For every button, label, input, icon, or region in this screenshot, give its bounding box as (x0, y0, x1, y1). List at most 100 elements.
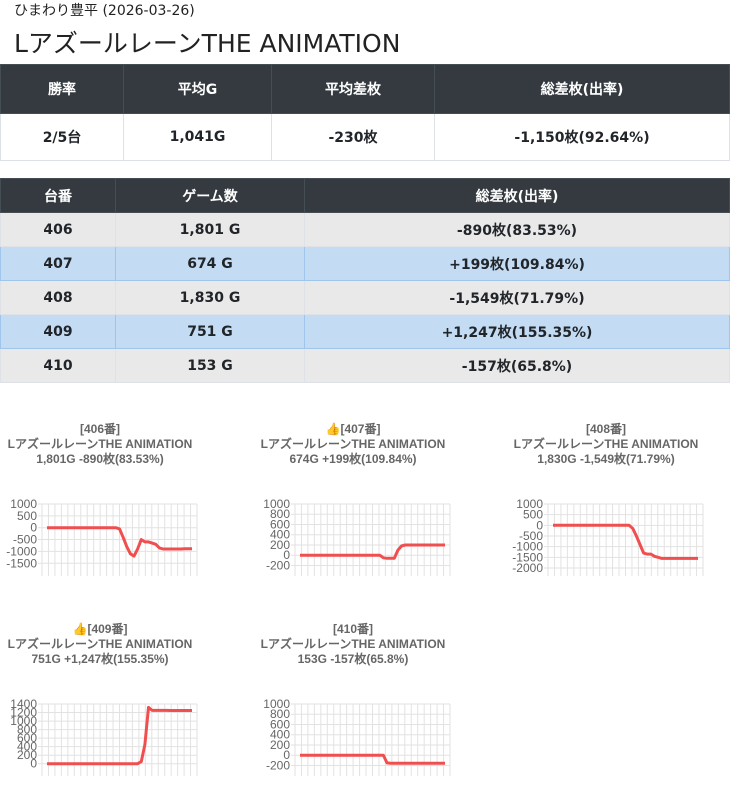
machine-table: 台番 ゲーム数 総差枚(出率) 406 1,801 G -890枚(83.53%… (0, 178, 730, 383)
summary-header-avg-games: 平均G (123, 64, 272, 114)
y-tick-label: 0 (283, 548, 290, 562)
summary-total-diff: -1,150枚(92.64%) (434, 113, 730, 161)
machine-games: 674 G (115, 246, 305, 281)
machine-diff: +1,247枚(155.35%) (304, 314, 730, 349)
series-line (300, 543, 445, 560)
chart-title-line: LアズールレーンTHE ANIMATION (8, 436, 193, 451)
table-row: 406 1,801 G -890枚(83.53%) (0, 212, 730, 247)
machine-games: 1,830 G (115, 280, 305, 315)
machine-number: 406 (0, 212, 116, 247)
y-tick-label: -1000 (6, 544, 37, 558)
chart-title-line: [410番] (333, 621, 373, 636)
chart-title-line: LアズールレーンTHE ANIMATION (514, 436, 699, 451)
summary-avg-games: 1,041G (123, 113, 272, 161)
chart-title-line: [408番] (586, 421, 626, 436)
chart-title-line: LアズールレーンTHE ANIMATION (261, 636, 446, 651)
series-line (47, 526, 192, 558)
series-line (300, 753, 445, 765)
table-row: 410 153 G -157枚(65.8%) (0, 348, 730, 383)
chart-title-line: 153G -157枚(65.8%) (298, 651, 409, 666)
summary-table: 勝率 平均G 平均差枚 総差枚(出率) 2/5台 1,041G -230枚 -1… (0, 64, 730, 161)
y-tick-label: 0 (283, 748, 290, 762)
y-tick-label: 400 (270, 728, 290, 742)
chart-title-line: 1,830G -1,549枚(71.79%) (537, 451, 674, 466)
machine-diff: -157枚(65.8%) (304, 348, 730, 383)
chart-title-line: LアズールレーンTHE ANIMATION (261, 436, 446, 451)
chart-title-line: 674G +199枚(109.84%) (289, 451, 416, 466)
y-tick-label: 800 (270, 707, 290, 721)
chart-card-408: [408番] LアズールレーンTHE ANIMATION 1,830G -1,549… (506, 398, 706, 598)
page-subtitle: ひまわり豊平 (2026-03-26) (14, 3, 195, 19)
y-tick-label: -1500 (512, 550, 543, 564)
series-line (47, 705, 192, 766)
machine-header-number: 台番 (0, 178, 116, 213)
y-tick-label: 0 (536, 518, 543, 532)
chart-card-406: [406番] LアズールレーンTHE ANIMATION 1,801G -890枚(… (0, 398, 200, 598)
machine-diff: +199枚(109.84%) (304, 246, 730, 281)
chart-title-line: 👍[409番] (73, 621, 128, 636)
machine-number: 407 (0, 246, 116, 281)
machine-header-diff: 総差枚(出率) (304, 178, 730, 213)
y-tick-label: 0 (30, 757, 37, 771)
y-tick-label: 600 (270, 717, 290, 731)
y-tick-label: 1400 (10, 697, 37, 711)
chart-title-line: LアズールレーンTHE ANIMATION (8, 636, 193, 651)
summary-win-rate: 2/5台 (0, 113, 124, 161)
machine-diff: -1,549枚(71.79%) (304, 280, 730, 315)
y-tick-label: 600 (270, 517, 290, 531)
y-tick-label: -200 (266, 758, 290, 772)
y-tick-label: -200 (266, 558, 290, 572)
series-line (553, 523, 698, 560)
chart-card-410: [410番] LアズールレーンTHE ANIMATION 153G -157枚(65… (253, 598, 453, 798)
y-tick-label: 1000 (263, 697, 290, 711)
machine-number: 409 (0, 314, 116, 349)
table-row: 408 1,830 G -1,549枚(71.79%) (0, 280, 730, 315)
summary-header-total-diff: 総差枚(出率) (434, 64, 730, 114)
y-tick-label: 600 (17, 731, 37, 745)
y-tick-label: -500 (13, 533, 37, 547)
y-tick-label: 400 (270, 528, 290, 542)
y-tick-label: 800 (17, 723, 37, 737)
y-tick-label: 1000 (516, 497, 543, 511)
chart-title-line: [406番] (80, 421, 120, 436)
chart-title-line: 751G +1,247枚(155.35%) (31, 651, 168, 666)
machine-number: 410 (0, 348, 116, 383)
table-row: 409 751 G +1,247枚(155.35%) (0, 314, 730, 349)
y-tick-label: 1000 (10, 714, 37, 728)
table-row: 407 674 G +199枚(109.84%) (0, 246, 730, 281)
summary-header-win-rate: 勝率 (0, 64, 124, 114)
y-tick-label: 0 (30, 521, 37, 535)
y-tick-label: 200 (17, 748, 37, 762)
y-tick-label: 200 (270, 738, 290, 752)
y-tick-label: -1000 (512, 540, 543, 554)
machine-diff: -890枚(83.53%) (304, 212, 730, 247)
y-tick-label: -1500 (6, 556, 37, 570)
chart-card-409: 👍[409番] LアズールレーンTHE ANIMATION 751G +1,247枚… (0, 598, 200, 798)
y-tick-label: 500 (17, 509, 37, 523)
summary-avg-diff: -230枚 (271, 113, 435, 161)
y-tick-label: 200 (270, 538, 290, 552)
y-tick-label: 500 (523, 508, 543, 522)
y-tick-label: 400 (17, 740, 37, 754)
y-tick-label: -2000 (512, 561, 543, 575)
machine-number: 408 (0, 280, 116, 315)
y-tick-label: 1000 (10, 497, 37, 511)
machine-games: 153 G (115, 348, 305, 383)
machine-games: 1,801 G (115, 212, 305, 247)
page-title: LアズールレーンTHE ANIMATION (14, 29, 401, 58)
chart-title-line: 1,801G -890枚(83.53%) (36, 451, 163, 466)
y-tick-label: -500 (519, 529, 543, 543)
y-tick-label: 1200 (10, 706, 37, 720)
chart-title-line: 👍[407番] (326, 421, 381, 436)
summary-header-avg-diff: 平均差枚 (271, 64, 435, 114)
machine-header-games: ゲーム数 (115, 178, 305, 213)
chart-card-407: 👍[407番] LアズールレーンTHE ANIMATION 674G +199枚(1… (253, 398, 453, 598)
machine-games: 751 G (115, 314, 305, 349)
y-tick-label: 800 (270, 507, 290, 521)
y-tick-label: 1000 (263, 497, 290, 511)
